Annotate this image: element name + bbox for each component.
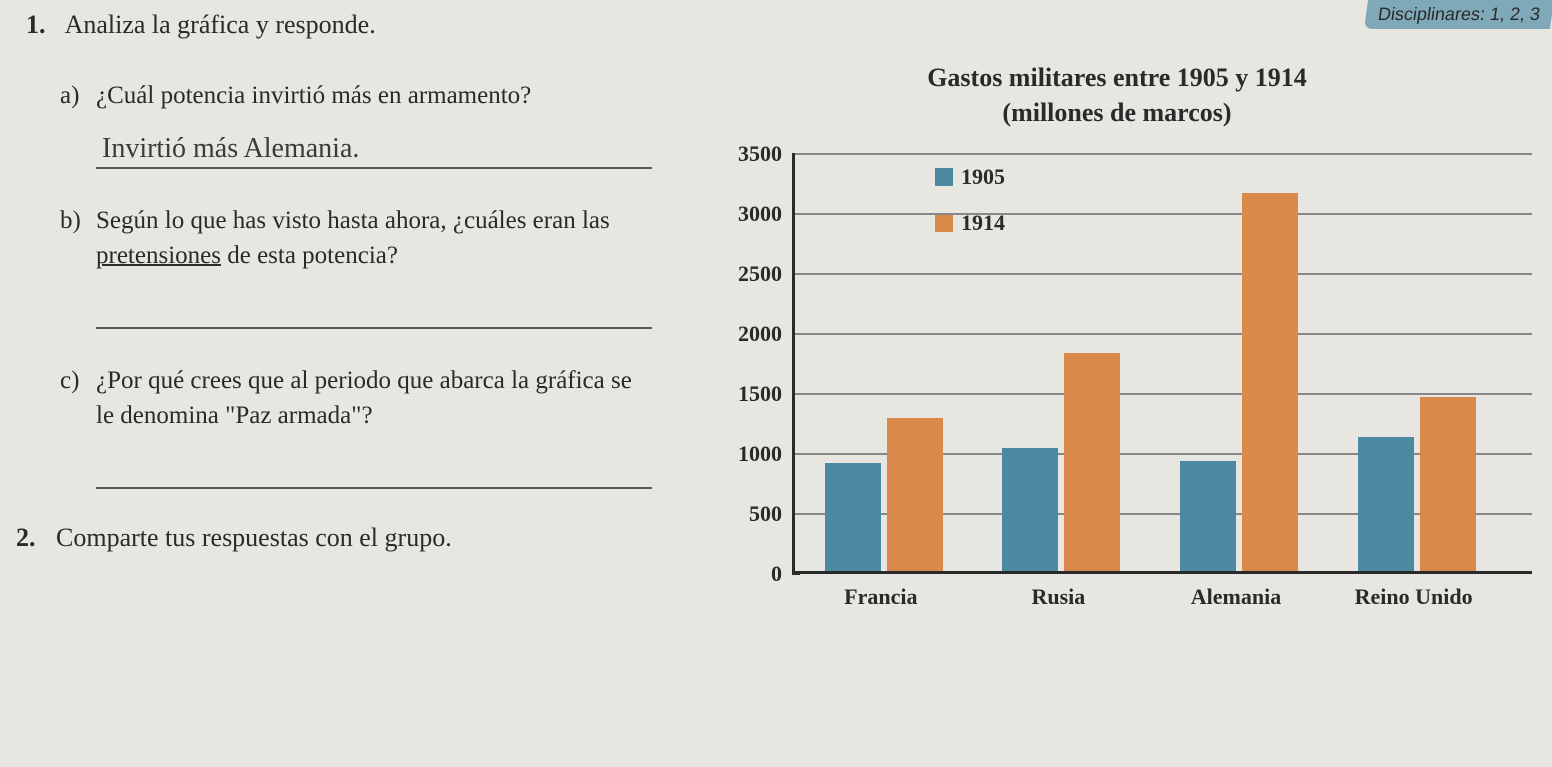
legend-label: 1905 (961, 164, 1005, 190)
plot-area: 19051914 (792, 154, 1532, 574)
q2-text: Comparte tus respuestas con el grupo. (56, 523, 452, 552)
x-axis-label: Alemania (1191, 584, 1281, 610)
q1c-text: ¿Por qué crees que al periodo que abarca… (96, 363, 652, 433)
gridline (795, 273, 1532, 275)
y-tick-label: 3000 (738, 201, 782, 227)
legend-item: 1905 (935, 164, 1005, 190)
q1c-letter: c) (60, 367, 96, 395)
q1b-underlined: pretensiones (96, 242, 221, 269)
question-1b: b) Según lo que has visto hasta ahora, ¿… (60, 203, 652, 273)
bar (1358, 437, 1414, 571)
y-tick-label: 2500 (738, 261, 782, 287)
x-axis-labels: Francia Rusia Alemania Reino Unido (792, 584, 1532, 624)
q2-number: 2. (16, 523, 36, 552)
chart-title-line2: (millones de marcos) (702, 95, 1532, 130)
chart-title: Gastos militares entre 1905 y 1914 (mill… (702, 60, 1532, 130)
gridline (795, 333, 1532, 335)
bar-group (1002, 353, 1120, 571)
question-1: 1. Analiza la gráfica y responde. (26, 10, 652, 40)
chart-area: 0500100015002000250030003500 19051914 Fr… (712, 154, 1532, 624)
q1a-text: ¿Cuál potencia invirtió más en armamento… (96, 78, 531, 113)
worksheet-page: Disciplinares: 1, 2, 3 1. Analiza la grá… (0, 0, 1552, 767)
bar (825, 463, 881, 571)
bar (887, 418, 943, 572)
q1-number: 1. (26, 10, 46, 39)
bar (1180, 461, 1236, 571)
bar (1002, 448, 1058, 572)
bar (1242, 193, 1298, 571)
gridline (795, 393, 1532, 395)
chart-legend: 19051914 (935, 164, 1005, 256)
bar (1064, 353, 1120, 571)
question-1a: a) ¿Cuál potencia invirtió más en armame… (60, 78, 652, 113)
bar-group (1180, 193, 1298, 571)
q1b-answer-line (96, 287, 652, 329)
q1c-answer-line (96, 447, 652, 489)
y-tick-label: 500 (749, 501, 782, 527)
q1a-letter: a) (60, 82, 96, 110)
y-tick-label: 2000 (738, 321, 782, 347)
question-1c: c) ¿Por qué crees que al periodo que aba… (60, 363, 652, 433)
x-axis-label: Reino Unido (1355, 584, 1473, 610)
x-axis-label: Francia (844, 584, 917, 610)
q1b-text-post: de esta potencia? (221, 242, 398, 269)
q1b-text: Según lo que has visto hasta ahora, ¿cuá… (96, 203, 652, 273)
chart-title-line1: Gastos militares entre 1905 y 1914 (702, 60, 1532, 95)
questions-column: 1. Analiza la gráfica y responde. a) ¿Cu… (60, 10, 682, 757)
y-tick-label: 3500 (738, 141, 782, 167)
bar-group (825, 418, 943, 572)
question-2: 2. Comparte tus respuestas con el grupo. (16, 523, 652, 553)
legend-swatch (935, 214, 953, 232)
y-axis: 0500100015002000250030003500 (712, 154, 792, 574)
x-axis-label: Rusia (1031, 584, 1085, 610)
q1b-letter: b) (60, 207, 96, 235)
y-tick-label: 1000 (738, 441, 782, 467)
chart-column: Gastos militares entre 1905 y 1914 (mill… (682, 10, 1532, 757)
gridline (795, 213, 1532, 215)
q1-text: Analiza la gráfica y responde. (65, 10, 376, 39)
bar-group (1358, 397, 1476, 571)
q1b-text-pre: Según lo que has visto hasta ahora, ¿cuá… (96, 207, 610, 234)
q1a-answer-line: Invirtió más Alemania. (96, 127, 652, 169)
bar (1420, 397, 1476, 571)
y-tick-label: 1500 (738, 381, 782, 407)
gridline (795, 153, 1532, 155)
q1a-handwritten-answer: Invirtió más Alemania. (102, 133, 359, 165)
legend-swatch (935, 168, 953, 186)
y-tick-label: 0 (771, 561, 782, 587)
